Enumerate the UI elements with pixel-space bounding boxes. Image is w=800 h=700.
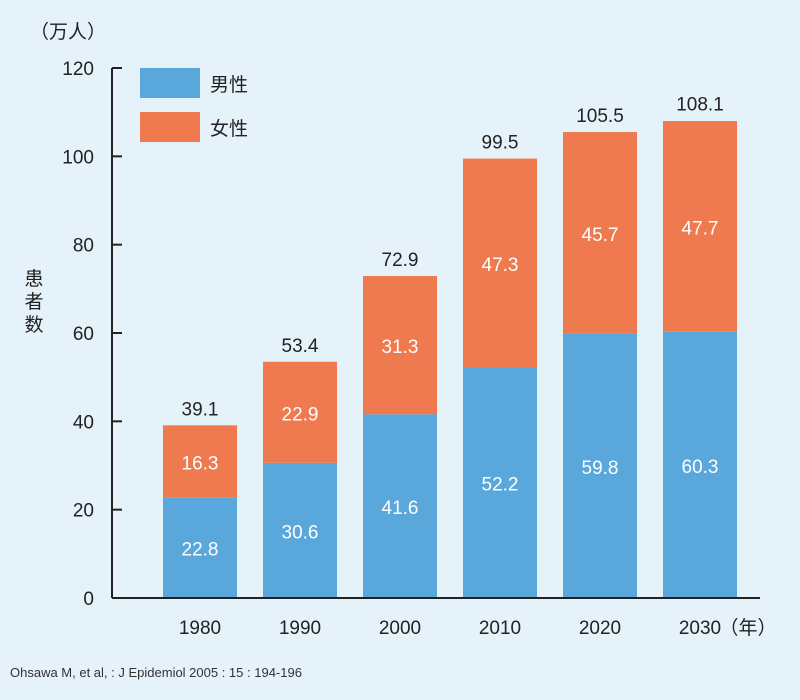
bar-value-label: 59.8	[582, 458, 619, 479]
bar-value-label: 41.6	[382, 498, 419, 519]
x-tick-label: 2030	[679, 618, 721, 639]
bar-segment-female-2000	[363, 276, 437, 415]
bar-total-label: 108.1	[676, 95, 724, 116]
x-unit-label: （年）	[719, 617, 776, 639]
bar-total-label: 105.5	[576, 106, 624, 127]
bar-segment-male-2020	[563, 333, 637, 598]
bar-segment-male-2030	[663, 331, 737, 598]
y-tick-label: 40	[73, 412, 94, 433]
bar-value-label: 52.2	[482, 475, 519, 496]
bar-value-label: 22.8	[182, 540, 219, 561]
bar-segment-female-1990	[263, 361, 337, 463]
bar-value-label: 60.3	[682, 457, 719, 478]
bar-value-label: 30.6	[282, 522, 319, 543]
legend-label-female: 女性	[210, 118, 248, 140]
bar-segment-male-2010	[463, 367, 537, 598]
bar-segment-male-1990	[263, 462, 337, 598]
x-tick-label: 2010	[479, 618, 521, 639]
bar-segment-female-2020	[563, 132, 637, 334]
bar-total-label: 53.4	[282, 336, 319, 357]
bar-segment-male-1980	[163, 497, 237, 598]
bar-segment-female-2010	[463, 158, 537, 368]
y-tick-label: 0	[83, 589, 94, 610]
legend-label-male: 男性	[210, 74, 248, 96]
bar-value-label: 31.3	[382, 337, 419, 358]
bar-value-label: 45.7	[582, 225, 619, 246]
x-tick-label: 2000	[379, 618, 421, 639]
bar-value-label: 22.9	[282, 404, 319, 425]
bar-total-label: 99.5	[482, 133, 519, 154]
y-tick-label: 120	[62, 59, 94, 80]
x-tick-label: 1990	[279, 618, 321, 639]
y-tick-label: 20	[73, 501, 94, 522]
bar-total-label: 72.9	[382, 250, 419, 271]
bar-segment-female-2030	[663, 121, 737, 332]
legend-swatch-female	[140, 112, 200, 142]
y-axis-label: 患者数	[24, 268, 43, 336]
x-tick-label: 1980	[179, 618, 221, 639]
source-citation: Ohsawa M, et al, : J Epidemiol 2005 : 15…	[10, 665, 302, 680]
y-unit-label: （万人）	[30, 21, 106, 43]
bar-value-label: 47.3	[482, 255, 519, 276]
bar-value-label: 47.7	[682, 218, 719, 239]
bar-value-label: 16.3	[182, 453, 219, 474]
legend-swatch-male	[140, 68, 200, 98]
bar-segment-male-2000	[363, 414, 437, 598]
bar-segment-female-1980	[163, 425, 237, 498]
x-tick-label: 2020	[579, 618, 621, 639]
y-tick-label: 100	[62, 147, 94, 168]
y-tick-label: 80	[73, 236, 94, 257]
y-tick-label: 60	[73, 324, 94, 345]
bar-total-label: 39.1	[182, 399, 219, 420]
